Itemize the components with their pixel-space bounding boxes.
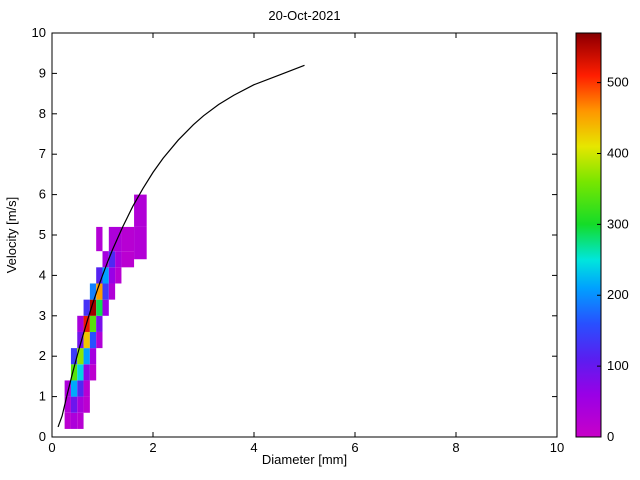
heatmap-cell <box>77 396 84 413</box>
y-axis-ticks: 0 1 2 3 4 5 6 7 8 9 10 <box>32 25 557 444</box>
heatmap-cell <box>77 348 84 365</box>
heatmap-cell <box>102 299 109 316</box>
heatmap-cell <box>134 194 147 227</box>
heatmap-cell <box>115 267 122 284</box>
heatmap-cell <box>108 267 116 284</box>
x-tick-label: 4 <box>250 440 257 455</box>
colorbar-tick-label: 300 <box>607 216 629 231</box>
heatmap-cell <box>121 251 135 268</box>
colorbar <box>575 32 602 438</box>
heatmap-cell <box>115 251 122 268</box>
heatmap-cell <box>108 283 116 300</box>
heatmap-cell <box>102 251 109 268</box>
heatmap-cell <box>134 226 147 260</box>
colorbar-tick-label: 0 <box>607 429 614 444</box>
heatmap-cell <box>64 412 71 429</box>
y-tick-label: 6 <box>39 187 46 202</box>
heatmap-cell <box>77 315 84 332</box>
heatmap-cell <box>89 283 97 300</box>
colorbar-tick-label: 500 <box>607 75 629 90</box>
y-tick-label: 9 <box>39 65 46 80</box>
heatmap-cell <box>77 412 84 429</box>
x-axis-label: Diameter [mm] <box>261 452 348 467</box>
heatmap-cell <box>77 380 84 397</box>
heatmap-cell <box>89 364 97 381</box>
colorbar-tick-label: 200 <box>607 287 629 302</box>
heatmap-cell <box>96 315 103 332</box>
heatmap-cell <box>83 396 90 413</box>
heatmap-cell <box>102 267 109 284</box>
x-tick-label: 10 <box>550 440 564 455</box>
y-tick-label: 4 <box>39 267 46 282</box>
colorbar-tick-label: 400 <box>607 145 629 160</box>
heatmap-cell <box>64 396 71 413</box>
heatmap-cell <box>77 364 84 381</box>
heatmap-cell <box>89 348 97 365</box>
colorbar-tick-label: 100 <box>607 358 629 373</box>
x-axis-ticks: 0 2 4 6 8 10 <box>48 33 564 455</box>
heatmap-cell <box>83 299 90 316</box>
chart-title: 20-Oct-2021 <box>268 8 341 23</box>
heatmap-cell <box>77 331 84 349</box>
y-tick-label: 7 <box>39 146 46 161</box>
y-tick-label: 10 <box>32 25 46 40</box>
y-axis-label: Velocity [m/s] <box>4 196 19 274</box>
heatmap-cell <box>64 380 71 397</box>
y-tick-label: 8 <box>39 106 46 121</box>
heatmap-cell <box>96 299 103 316</box>
x-tick-label: 0 <box>48 440 55 455</box>
heatmap-cell <box>96 331 103 349</box>
heatmap-cell <box>96 226 103 252</box>
heatmap-cell <box>70 396 78 413</box>
heatmap-cell <box>83 380 90 397</box>
heatmap-cell <box>83 348 90 365</box>
heatmap-cell <box>83 364 90 381</box>
y-tick-label: 0 <box>39 429 46 444</box>
heatmap-cell <box>108 226 122 252</box>
heatmap-cell <box>102 283 109 300</box>
heatmap-cell <box>89 331 97 349</box>
x-tick-label: 8 <box>452 440 459 455</box>
heatmap-cell <box>70 364 78 381</box>
x-tick-label: 2 <box>149 440 156 455</box>
y-tick-label: 1 <box>39 389 46 404</box>
heatmap-cell <box>83 331 90 349</box>
heatmap-cell <box>121 226 135 252</box>
colorbar-ticks: 0 100 200 300 400 500 <box>597 75 629 444</box>
heatmap-cells <box>64 194 147 429</box>
y-tick-label: 2 <box>39 348 46 363</box>
heatmap-cell <box>70 380 78 397</box>
heatmap-cell <box>96 283 103 300</box>
y-tick-label: 5 <box>39 227 46 242</box>
heatmap-cell <box>108 251 116 268</box>
terminal-velocity-curve <box>57 64 305 428</box>
y-tick-label: 3 <box>39 308 46 323</box>
x-tick-label: 6 <box>351 440 358 455</box>
heatmap-cell <box>89 315 97 332</box>
heatmap-cell <box>96 267 103 284</box>
heatmap-cell <box>89 299 97 316</box>
heatmap-cell <box>70 348 78 365</box>
heatmap-cell <box>70 412 78 429</box>
